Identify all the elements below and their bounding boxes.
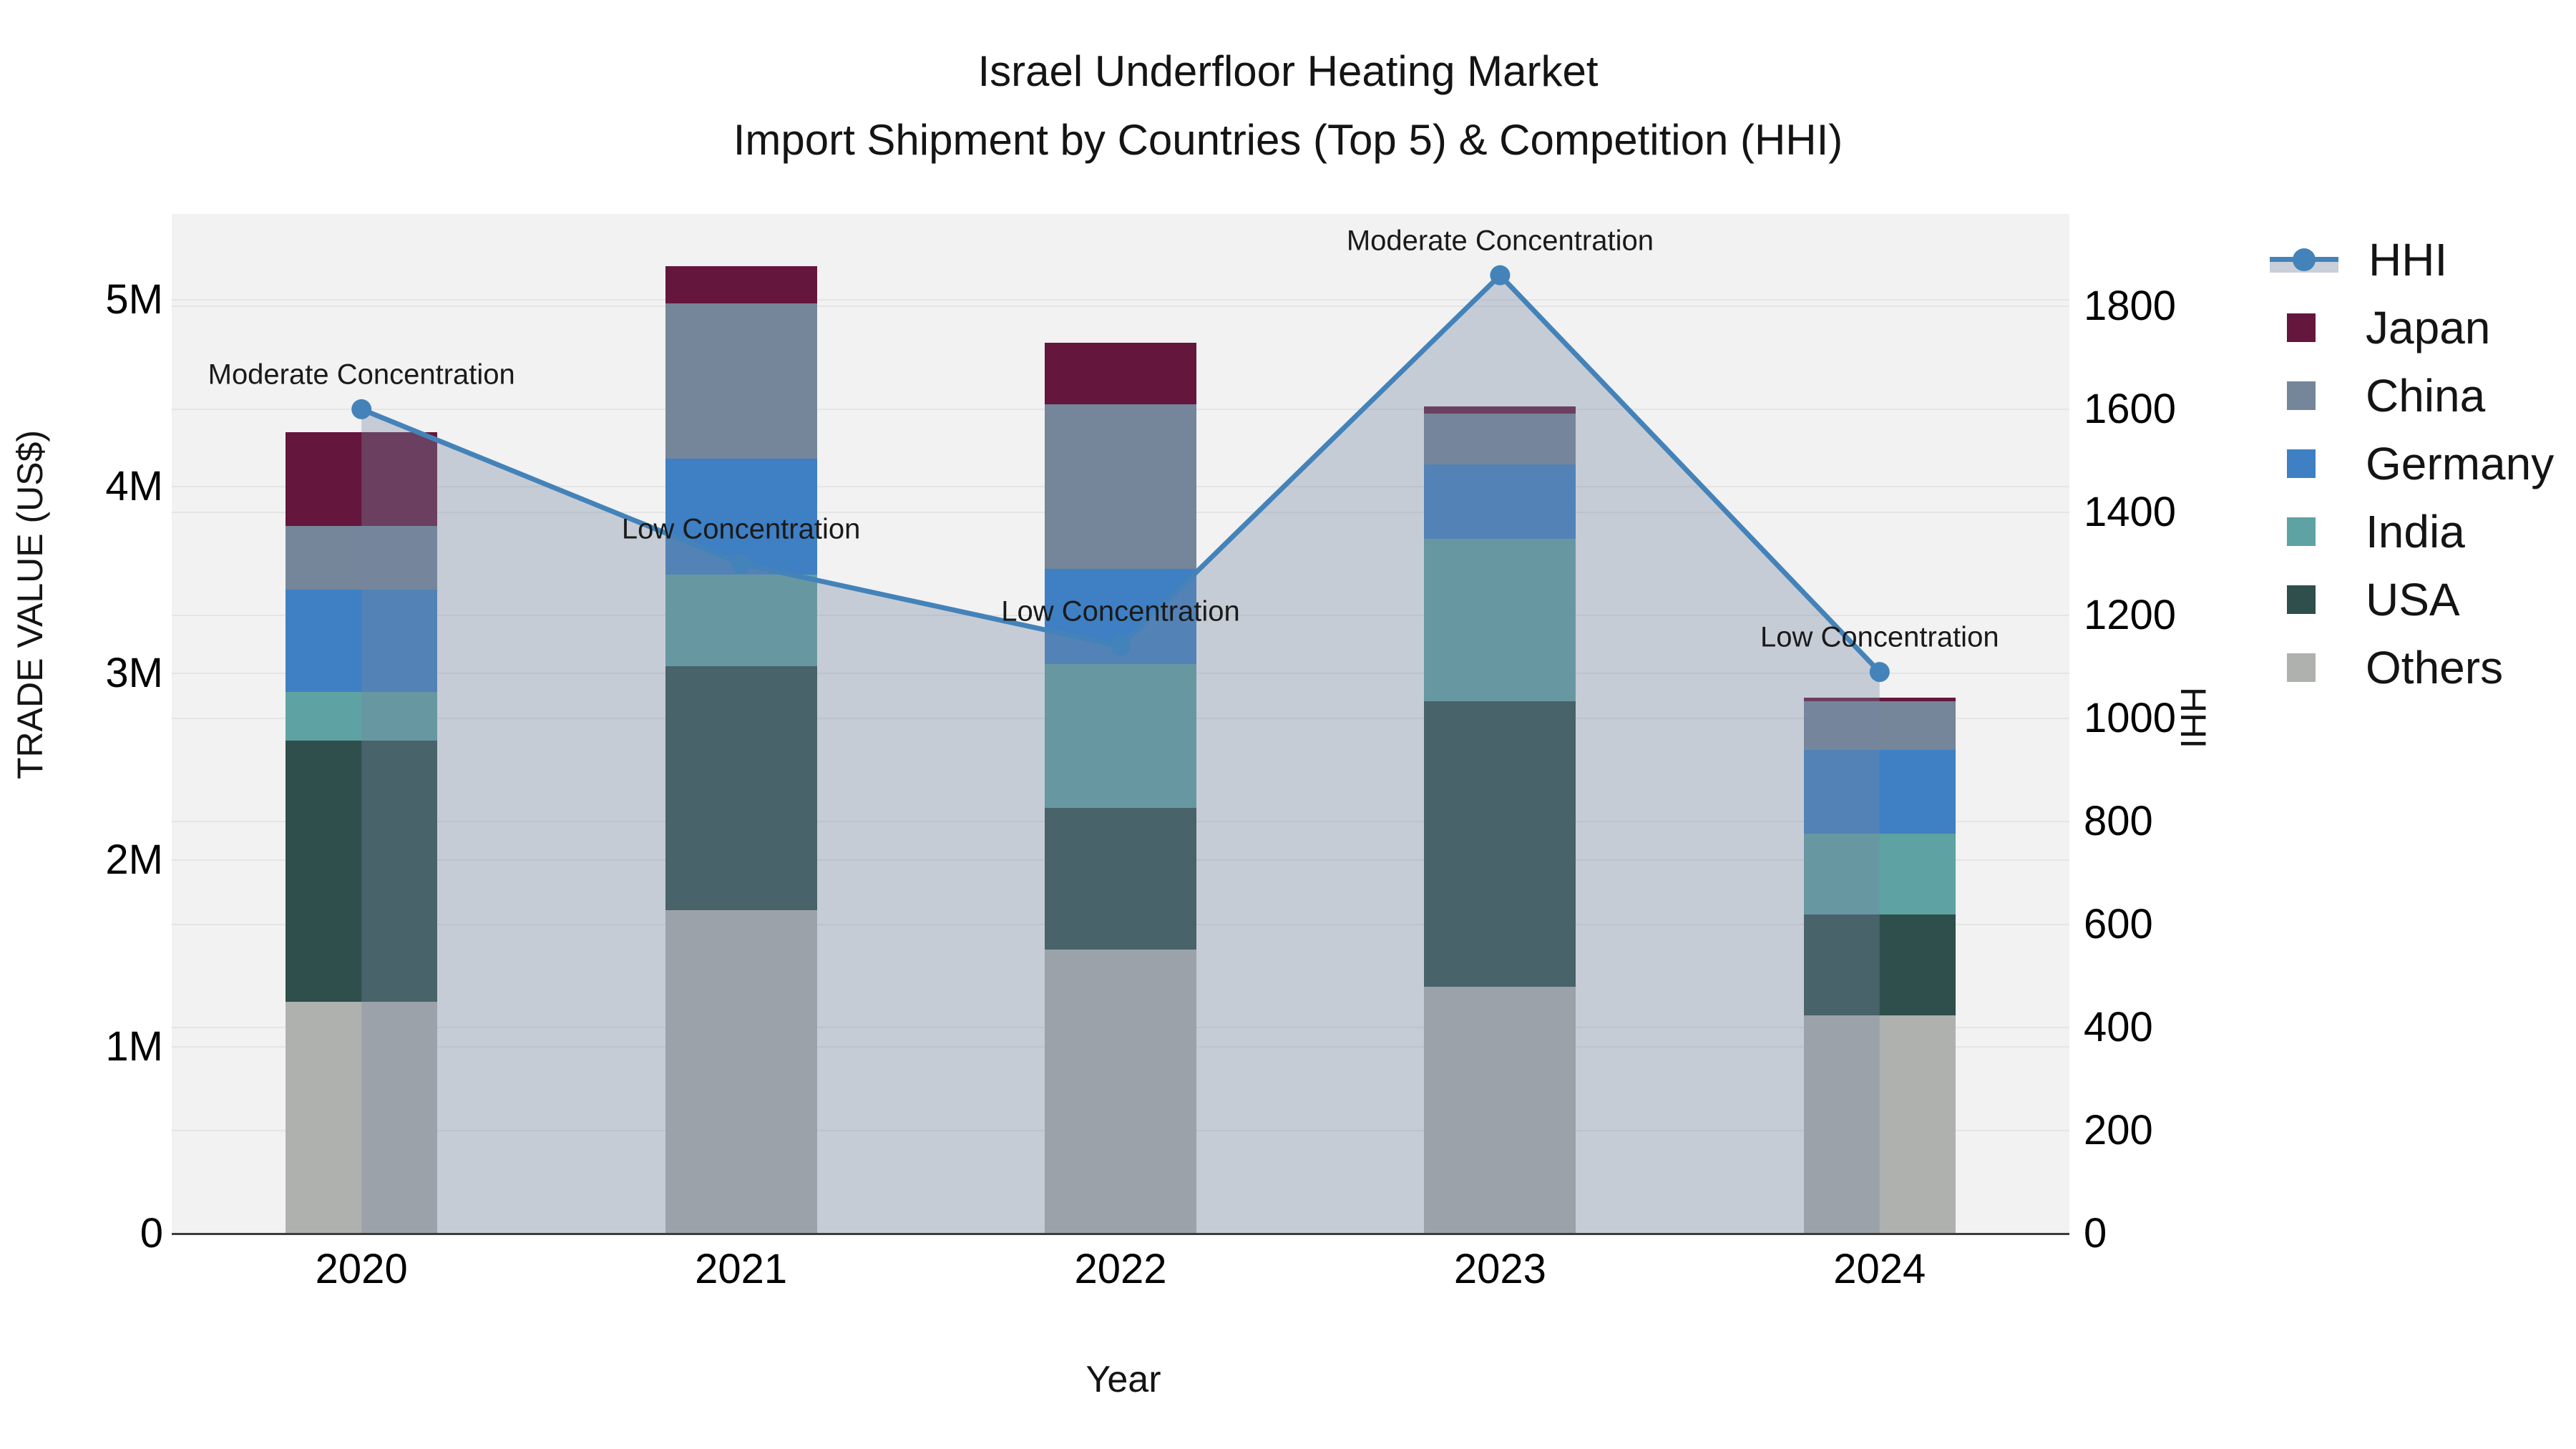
legend-item-china[interactable]: China — [2261, 361, 2569, 429]
legend-label-others: Others — [2366, 641, 2504, 693]
bar-segment-others-2022[interactable] — [1045, 950, 1196, 1234]
legend-item-japan[interactable]: Japan — [2261, 293, 2569, 361]
legend-label-usa: USA — [2366, 573, 2460, 625]
bar-segment-others-2021[interactable] — [665, 910, 817, 1234]
chart-title-line2: Import Shipment by Countries (Top 5) & C… — [733, 116, 1843, 164]
left-axis-title: TRADE VALUE (US$) — [10, 429, 50, 779]
bar-segment-india-2022[interactable] — [1045, 663, 1196, 808]
left-tick-1M: 1M — [105, 1023, 163, 1070]
bar-segment-india-2024[interactable] — [1803, 834, 1956, 914]
x-axis-line — [172, 1233, 2069, 1235]
bar-segment-germany-2024[interactable] — [1803, 750, 1956, 834]
x-tick-2020: 2020 — [315, 1246, 408, 1292]
right-tick-1000: 1000 — [2084, 694, 2177, 741]
legend-label-japan: Japan — [2366, 301, 2491, 353]
bar-segment-china-2022[interactable] — [1045, 404, 1196, 569]
right-tick-200: 200 — [2084, 1106, 2153, 1153]
x-tick-2024: 2024 — [1833, 1246, 1926, 1292]
bar-segment-germany-2020[interactable] — [286, 589, 438, 693]
right-tick-800: 800 — [2084, 797, 2153, 844]
right-tick-1400: 1400 — [2084, 488, 2177, 535]
bar-segment-usa-2023[interactable] — [1424, 701, 1576, 987]
legend-item-usa[interactable]: USA — [2261, 565, 2569, 633]
left-tick-0: 0 — [140, 1210, 163, 1257]
right-tick-1600: 1600 — [2084, 385, 2177, 432]
bar-segment-japan-2021[interactable] — [665, 266, 817, 304]
gridline-money — [172, 299, 2069, 301]
bar-segment-japan-2024[interactable] — [1803, 697, 1956, 702]
chart-title-line1: Israel Underfloor Heating Market — [977, 47, 1599, 95]
bar-segment-usa-2022[interactable] — [1045, 807, 1196, 950]
plot-area: Moderate Concentration Low Concentration L… — [172, 214, 2069, 1235]
x-tick-2022: 2022 — [1074, 1246, 1167, 1292]
legend-item-hhi[interactable]: HHI — [2261, 225, 2569, 293]
bar-segment-others-2020[interactable] — [286, 1002, 438, 1234]
legend-item-germany[interactable]: Germany — [2261, 429, 2569, 497]
x-tick-2023: 2023 — [1453, 1246, 1546, 1292]
legend-hhi-marker-dot — [2293, 248, 2316, 271]
bar-segment-china-2021[interactable] — [665, 303, 817, 459]
bar-segment-japan-2023[interactable] — [1424, 406, 1576, 414]
left-tick-2M: 2M — [105, 836, 163, 884]
right-tick-0: 0 — [2084, 1210, 2107, 1257]
annotation-2020: Moderate Concentration — [208, 358, 515, 391]
annotation-2022: Low Concentration — [1001, 595, 1240, 628]
legend-swatch-usa — [2287, 585, 2316, 614]
legend-swatch-germany — [2287, 449, 2316, 478]
x-tick-2021: 2021 — [695, 1246, 788, 1292]
bar-segment-china-2020[interactable] — [286, 525, 438, 590]
legend-item-others[interactable]: Others — [2261, 633, 2569, 701]
right-tick-1800: 1800 — [2084, 282, 2177, 329]
legend-label-hhi: HHI — [2368, 233, 2448, 286]
legend: HHI Japan China Germany India USA Others — [2261, 225, 2569, 701]
legend-swatch-others — [2287, 653, 2316, 682]
bar-segment-others-2024[interactable] — [1803, 1015, 1956, 1234]
bar-segment-india-2023[interactable] — [1424, 539, 1576, 702]
bar-segment-japan-2020[interactable] — [286, 432, 438, 526]
legend-label-india: India — [2366, 505, 2465, 557]
annotation-2021: Low Concentration — [621, 513, 861, 545]
left-tick-4M: 4M — [105, 463, 163, 510]
legend-item-india[interactable]: India — [2261, 497, 2569, 565]
legend-swatch-china — [2287, 381, 2316, 410]
bar-segment-usa-2020[interactable] — [286, 740, 438, 1002]
x-axis-title: Year — [1085, 1359, 1161, 1400]
legend-swatch-india — [2287, 517, 2316, 546]
chart-title: Israel Underfloor Heating Market Import … — [0, 37, 2576, 175]
legend-label-germany: Germany — [2366, 437, 2555, 489]
bar-segment-china-2023[interactable] — [1424, 414, 1576, 464]
annotation-2024: Low Concentration — [1760, 621, 1999, 653]
bar-segment-usa-2021[interactable] — [665, 665, 817, 911]
legend-hhi-line-icon — [2270, 244, 2338, 275]
legend-swatch-japan — [2287, 313, 2316, 342]
right-axis-title: HHI — [2173, 687, 2213, 749]
right-tick-600: 600 — [2084, 900, 2153, 947]
bar-segment-india-2021[interactable] — [665, 574, 817, 666]
gridline-hhi — [172, 305, 2069, 307]
bar-segment-japan-2022[interactable] — [1045, 343, 1196, 405]
bar-segment-usa-2024[interactable] — [1803, 914, 1956, 1015]
bar-segment-germany-2023[interactable] — [1424, 464, 1576, 540]
legend-label-china: China — [2366, 369, 2486, 421]
hhi-marker-2023[interactable] — [1490, 265, 1511, 286]
bar-segment-china-2024[interactable] — [1803, 701, 1956, 751]
left-tick-5M: 5M — [105, 276, 163, 323]
bar-segment-others-2023[interactable] — [1424, 987, 1576, 1234]
left-tick-3M: 3M — [105, 650, 163, 697]
right-tick-1200: 1200 — [2084, 591, 2177, 638]
bar-segment-india-2020[interactable] — [286, 692, 438, 741]
right-tick-400: 400 — [2084, 1003, 2153, 1050]
annotation-2023: Moderate Concentration — [1346, 225, 1654, 257]
